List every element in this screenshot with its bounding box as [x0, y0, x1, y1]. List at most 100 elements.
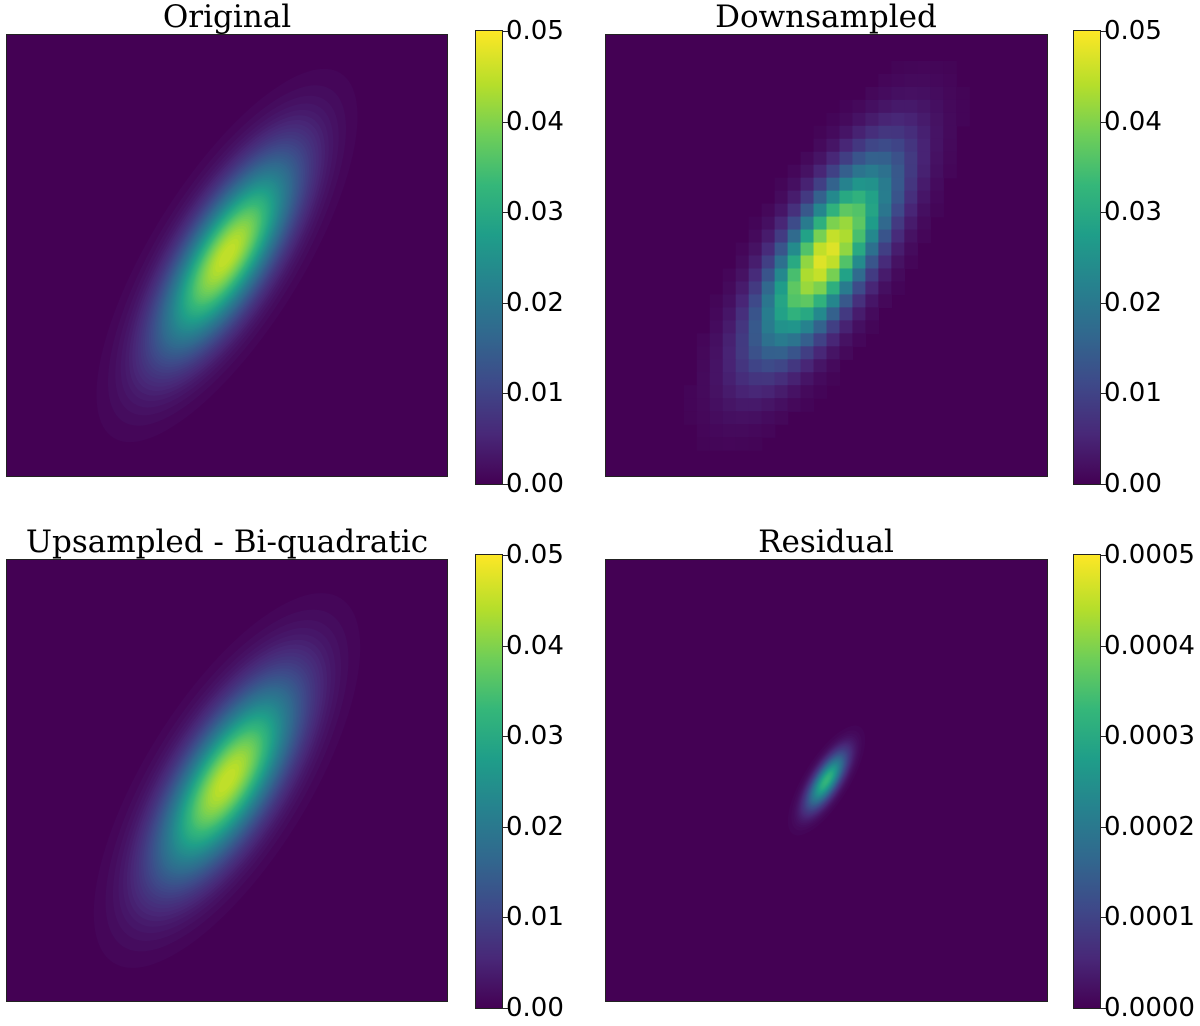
heatmap-cell: [904, 60, 918, 75]
heatmap-cell: [735, 255, 750, 270]
heatmap-cell: [943, 164, 957, 179]
heatmap-cell: [904, 73, 918, 88]
heatmap-cell: [774, 294, 789, 309]
heatmap-cell: [813, 268, 828, 283]
heatmap-cell: [852, 216, 867, 231]
heatmap-cell: [852, 320, 867, 334]
heatmap-cell: [865, 125, 880, 140]
heatmap-cell: [891, 242, 905, 257]
heatmap-cell: [787, 229, 802, 244]
colorbar-tick: [1101, 212, 1108, 213]
heatmap-cell: [735, 281, 750, 296]
colorbar-tick-label: 0.0000: [1104, 993, 1195, 1023]
heatmap-cell: [748, 437, 763, 451]
heatmap-cell: [748, 229, 763, 244]
heatmap-cell: [839, 281, 854, 296]
heatmap-cell: [722, 294, 737, 309]
heatmap-cell: [943, 86, 957, 101]
heatmap-cell: [774, 216, 789, 231]
heatmap-cell: [826, 190, 841, 205]
heatmap-cell: [748, 216, 763, 231]
heatmap-cell: [800, 372, 815, 386]
heatmap-cell: [878, 138, 893, 153]
heatmap-cell: [839, 177, 854, 192]
panel-title-residual: Residual: [758, 524, 894, 560]
heatmap-cell: [839, 294, 854, 309]
heatmap-cell: [904, 242, 918, 257]
heatmap-cell: [761, 294, 776, 309]
heatmap-cell: [826, 268, 841, 283]
heatmap-cell: [813, 229, 828, 244]
colorbar-tick: [503, 303, 510, 304]
heatmap-cell: [826, 177, 841, 192]
heatmap-cell: [748, 255, 763, 270]
colorbar-residual: [1073, 554, 1101, 1009]
colorbar-tick-label: 0.03: [506, 721, 564, 751]
heatmap-cell: [722, 359, 737, 373]
heatmap-cell: [787, 281, 802, 296]
colorbar-tick: [503, 393, 510, 394]
colorbar-original: [475, 30, 503, 485]
colorbar-tick: [1101, 736, 1108, 737]
heatmap-cell: [826, 294, 841, 309]
heatmap-cell: [735, 333, 750, 347]
colorbar-tick: [1101, 1008, 1108, 1009]
colorbar-tick-label: 0.05: [1104, 16, 1162, 46]
heatmap-cell: [735, 242, 750, 257]
heatmap-cell: [748, 359, 763, 373]
heatmap-cell: [787, 359, 802, 373]
heatmap-cell: [735, 424, 750, 438]
heatmap-cell: [787, 268, 802, 283]
heatmap-cell: [865, 86, 880, 101]
heatmap-cell: [839, 99, 854, 114]
colorbar-tick-label: 0.0003: [1104, 721, 1195, 751]
heatmap-cell: [774, 398, 789, 412]
heatmap-cell: [865, 138, 880, 153]
heatmap-cell: [722, 424, 737, 438]
heatmap-cell: [722, 346, 737, 360]
heatmap-cell: [878, 268, 893, 283]
heatmap-cell: [774, 177, 789, 192]
colorbar-tick-label: 0.04: [506, 107, 564, 137]
heatmap-cell: [826, 281, 841, 296]
heatmap-cell: [800, 294, 815, 309]
heatmap-cell: [852, 307, 867, 322]
heatmap-cell: [774, 307, 789, 322]
colorbar-tick-label: 0.02: [1104, 288, 1162, 318]
heatmap-cell: [852, 255, 867, 270]
heatmap-cell: [748, 372, 763, 386]
heatmap-cell: [891, 190, 905, 205]
heatmap-cell: [800, 255, 815, 270]
heatmap-cell: [891, 177, 905, 192]
colorbar-tick-label: 0.05: [506, 16, 564, 46]
heatmap-cell: [800, 190, 815, 205]
heatmap-cell: [774, 281, 789, 296]
heatmap-cell: [774, 190, 789, 205]
heatmap-cell: [787, 398, 802, 412]
heatmap-cell: [761, 255, 776, 270]
heatmap-cell: [696, 333, 711, 347]
heatmap-cell: [826, 229, 841, 244]
heatmap-cell: [813, 216, 828, 231]
heatmap-cell: [761, 372, 776, 386]
heatmap-cell: [852, 333, 867, 347]
heatmap-cell: [709, 411, 724, 425]
heatmap-cell: [761, 320, 776, 334]
heatmap-cell: [891, 60, 905, 75]
heatmap-cell: [813, 385, 828, 399]
heatmap-cell: [917, 177, 931, 192]
heatmap-cell: [917, 99, 931, 114]
heatmap-cell: [865, 112, 880, 127]
heatmap-cell: [800, 229, 815, 244]
heatmap-cell: [748, 424, 763, 438]
heatmap-cell: [787, 216, 802, 231]
heatmap-cell: [839, 190, 854, 205]
heatmap-cell: [852, 151, 867, 166]
heatmap-cell: [891, 229, 905, 244]
heatmap-cell: [878, 281, 893, 296]
heatmap-cell: [787, 164, 802, 179]
heatmap-cell: [839, 164, 854, 179]
heatmap-cell: [761, 424, 776, 438]
heatmap-cell: [878, 73, 893, 88]
heatmap-cell: [709, 294, 724, 309]
